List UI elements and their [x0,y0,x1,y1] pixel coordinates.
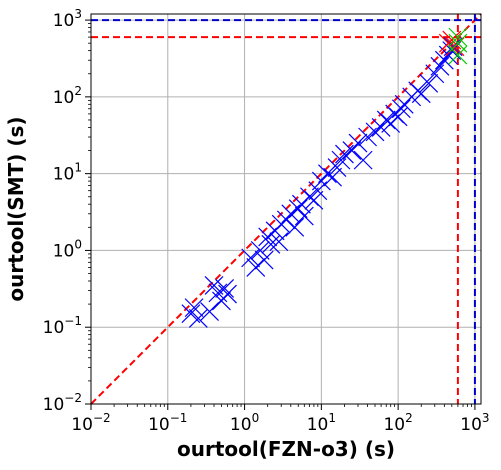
y-tick-label: 103 [53,7,82,31]
data-point [246,258,266,277]
data-point [269,232,289,252]
data-point [218,284,237,304]
axis-ticks: 10−2 10−1 100 101 102 103 10−2 10−1 100 101 102 103 [43,7,490,435]
x-tick-label: 102 [383,411,412,435]
x-tick-label: 100 [230,411,259,435]
data-point [442,30,462,50]
x-tick-label: 10−1 [148,411,187,435]
y-tick-label: 102 [53,84,82,108]
data-point [261,234,281,254]
x-tick-label: 103 [460,411,489,435]
data-point [342,141,362,160]
y-tick-label: 101 [53,161,82,185]
data-point [348,133,368,153]
data-point [208,283,228,303]
data-point [448,27,468,47]
y-tick-label: 100 [53,237,82,261]
data-point [300,187,319,207]
data-point [434,50,454,70]
x-tick-label: 10−2 [71,411,110,435]
data-point [391,99,411,119]
data-point [294,206,314,226]
data-point [448,45,468,65]
x-tick-label: 101 [307,411,336,435]
y-axis-title: ourtool(SMT) (s) [4,116,28,301]
data-point [308,181,328,201]
data-point [254,250,274,270]
data-point [335,144,354,164]
data-point [430,56,450,76]
data-point [323,167,342,187]
data-point [200,302,219,321]
data-point [285,217,305,237]
y-tick-label: 10−2 [43,391,82,415]
data-point [204,276,224,295]
data-point [304,190,324,210]
data-point [443,37,463,57]
y-tick-label: 10−1 [43,314,82,338]
data-point [331,150,351,170]
data-point [419,73,439,93]
data-point [250,241,270,260]
grid-lines [90,14,481,405]
data-point [215,279,235,298]
x-axis-title: ourtool(FZN-o3) (s) [177,437,395,461]
plot-frame [90,13,482,405]
data-point [376,110,396,130]
data-points [181,27,468,328]
data-point [353,150,373,170]
data-point [188,309,208,328]
data-point [411,84,431,104]
data-point [311,171,331,191]
data-point [184,298,204,318]
